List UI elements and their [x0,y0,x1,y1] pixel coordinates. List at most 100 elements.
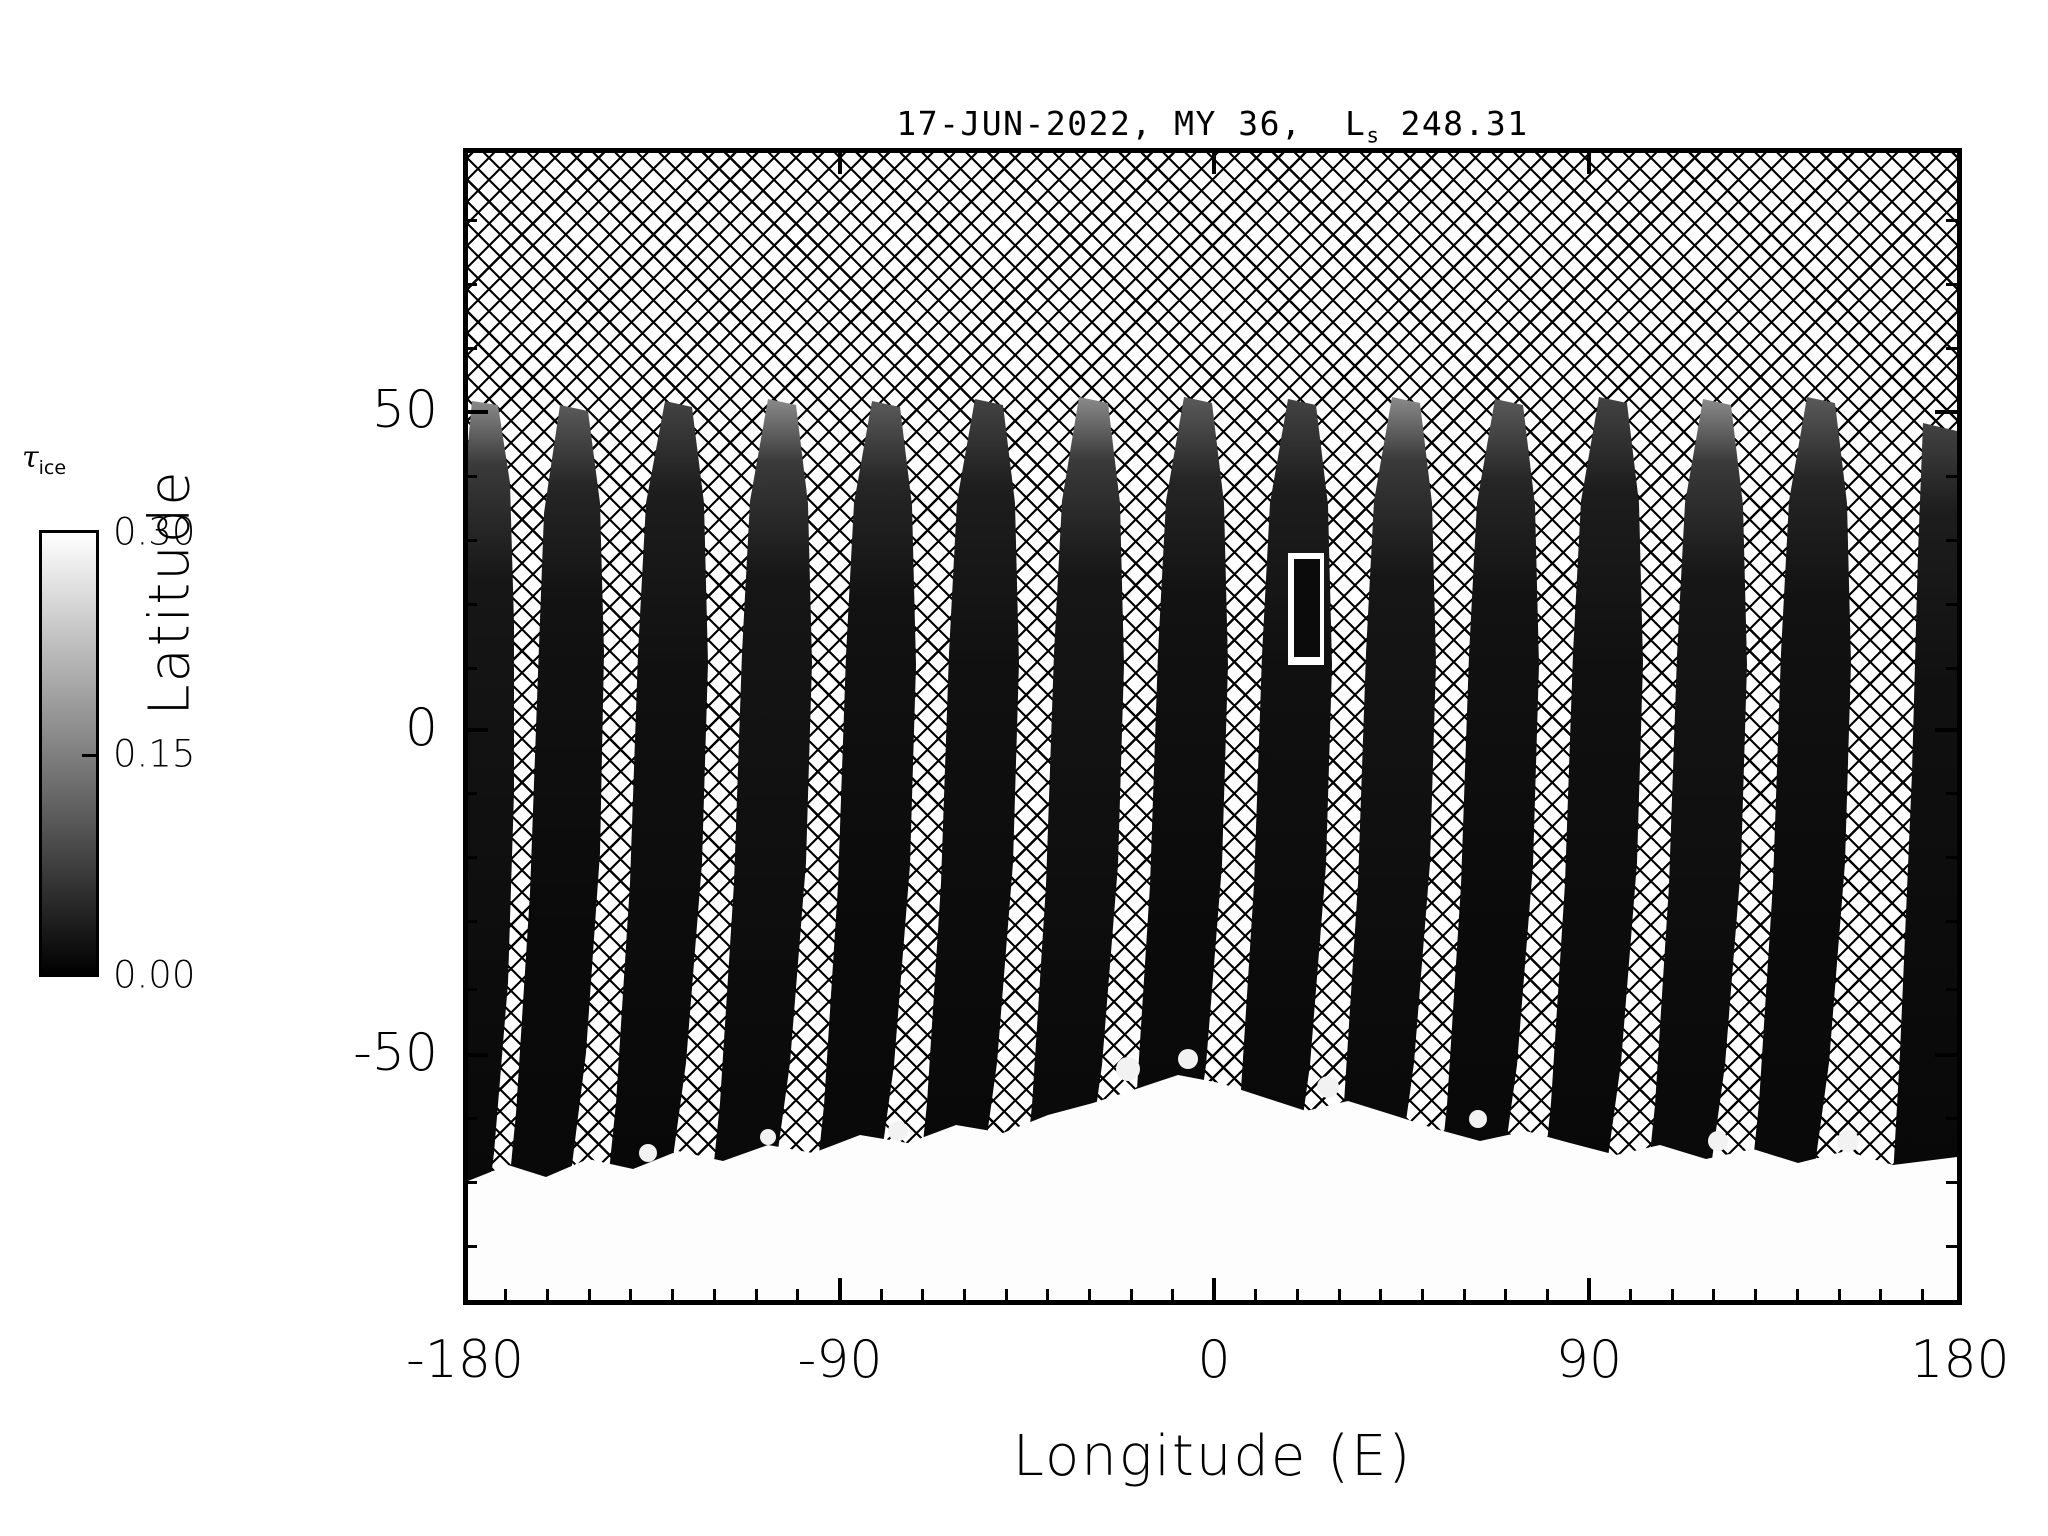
x-tick-minor [1712,1289,1715,1300]
swath-6 [907,399,1019,1300]
x-tick-top-major [1587,152,1591,174]
y-tick-minor [466,347,477,350]
colorbar-tick-mid [82,753,97,757]
x-tick-top-major [838,152,842,174]
y-tick-minor [466,856,477,859]
y-tick-label-neg50: -50 [353,1023,438,1083]
x-tick-minor [1130,1289,1133,1300]
swath-10 [1324,397,1436,1300]
y-tick-minor [466,603,477,606]
y-tick-minor [466,1117,477,1120]
y-tick-right-minor [1946,283,1957,286]
x-tick-minor [1796,1289,1799,1300]
y-tick-right-minor [1946,792,1957,795]
x-tick-minor [1546,1289,1549,1300]
x-tick-minor [921,1289,924,1300]
y-tick-right-minor [1946,1181,1957,1184]
y-tick-minor [466,539,477,542]
y-tick-minor [466,920,477,923]
y-tick-right-major [1935,728,1957,732]
y-tick-right-minor [1946,539,1957,542]
x-axis-title: Longitude (E) [1012,1424,1413,1489]
x-tick-label-90: 90 [1555,1330,1623,1390]
y-tick-minor [466,283,477,286]
x-tick-label-neg90: -90 [797,1330,883,1390]
y-tick-right-minor [1946,1117,1957,1120]
orbit-swath-layer [468,397,1957,1300]
x-tick-minor [1296,1289,1299,1300]
y-tick-right-minor [1946,347,1957,350]
colorbar-gradient [39,530,99,977]
swath-12 [1531,397,1643,1300]
swath-7 [1012,397,1124,1300]
x-tick-minor [1338,1289,1341,1300]
x-tick-minor [713,1289,716,1300]
y-tick-right-minor [1946,920,1957,923]
south-polar-cap-layer [468,1049,1957,1300]
x-tick-minor [1046,1289,1049,1300]
y-tick-right-minor [1946,667,1957,670]
y-tick-right-major [1935,1053,1957,1057]
x-tick-minor [1879,1289,1882,1300]
y-tick-right-minor [1946,856,1957,859]
x-tick-top-major [463,152,467,174]
x-tick-minor [671,1289,674,1300]
y-axis-title: Latitude [137,469,203,716]
x-tick-minor [880,1289,883,1300]
x-tick-minor [755,1289,758,1300]
swath-15 [1886,423,1957,1300]
y-tick-right-minor [1946,475,1957,478]
plot-title-date: 17-JUN-2022, MY 36, L [896,104,1367,143]
x-tick-minor [1421,1289,1424,1300]
y-tick-minor [466,667,477,670]
y-tick-major-0 [466,728,488,732]
x-tick-major-0 [1212,1278,1216,1300]
x-tick-minor [1671,1289,1674,1300]
x-tick-major-neg180 [463,1278,467,1300]
y-tick-minor [466,219,477,222]
x-tick-major-180 [1958,1278,1962,1300]
plot-title: 17-JUN-2022, MY 36, Ls 248.31 [463,106,1962,154]
colorbar-label-max: 0.30 [113,510,196,554]
swath-1 [468,401,514,1300]
swath-3 [596,401,708,1300]
swath-5 [804,401,916,1300]
x-tick-minor [1629,1289,1632,1300]
swath-4 [700,399,812,1300]
x-tick-top-major [1958,152,1962,174]
x-tick-major-90 [1587,1278,1591,1300]
y-tick-major-50 [466,410,488,414]
y-tick-right-minor [1946,219,1957,222]
y-tick-major-neg50 [466,1053,488,1057]
x-tick-minor [1379,1289,1382,1300]
x-tick-minor [1754,1289,1757,1300]
plot-title-ls-value: 248.31 [1379,104,1529,143]
plot-title-subscript: s [1366,123,1380,148]
data-gap-notch-inner [1294,559,1320,657]
colorbar-label-mid: 0.15 [113,732,196,776]
colorbar-label-min: 0.00 [113,953,196,997]
swath-13 [1635,399,1747,1300]
x-tick-minor [1463,1289,1466,1300]
y-tick-right-major [1935,410,1957,414]
y-tick-minor [466,475,477,478]
y-tick-minor [466,792,477,795]
y-tick-right-minor [1946,988,1957,991]
x-tick-minor [1838,1289,1841,1300]
colorbar-title: τice [22,440,66,479]
x-tick-minor [1921,1289,1924,1300]
x-tick-minor [1254,1289,1257,1300]
y-tick-label-0: 0 [404,698,438,758]
swath-8 [1116,397,1228,1300]
map-plot-area[interactable] [463,148,1962,1305]
colorbar-title-subscript: ice [38,457,67,479]
x-tick-top-major [1212,152,1216,174]
y-tick-minor [466,1181,477,1184]
x-tick-major-neg90 [838,1278,842,1300]
x-tick-minor [546,1289,549,1300]
polar-cap-fringe [639,1049,1859,1162]
swath-14 [1739,397,1851,1300]
x-tick-minor [1005,1289,1008,1300]
y-tick-minor [466,1245,477,1248]
